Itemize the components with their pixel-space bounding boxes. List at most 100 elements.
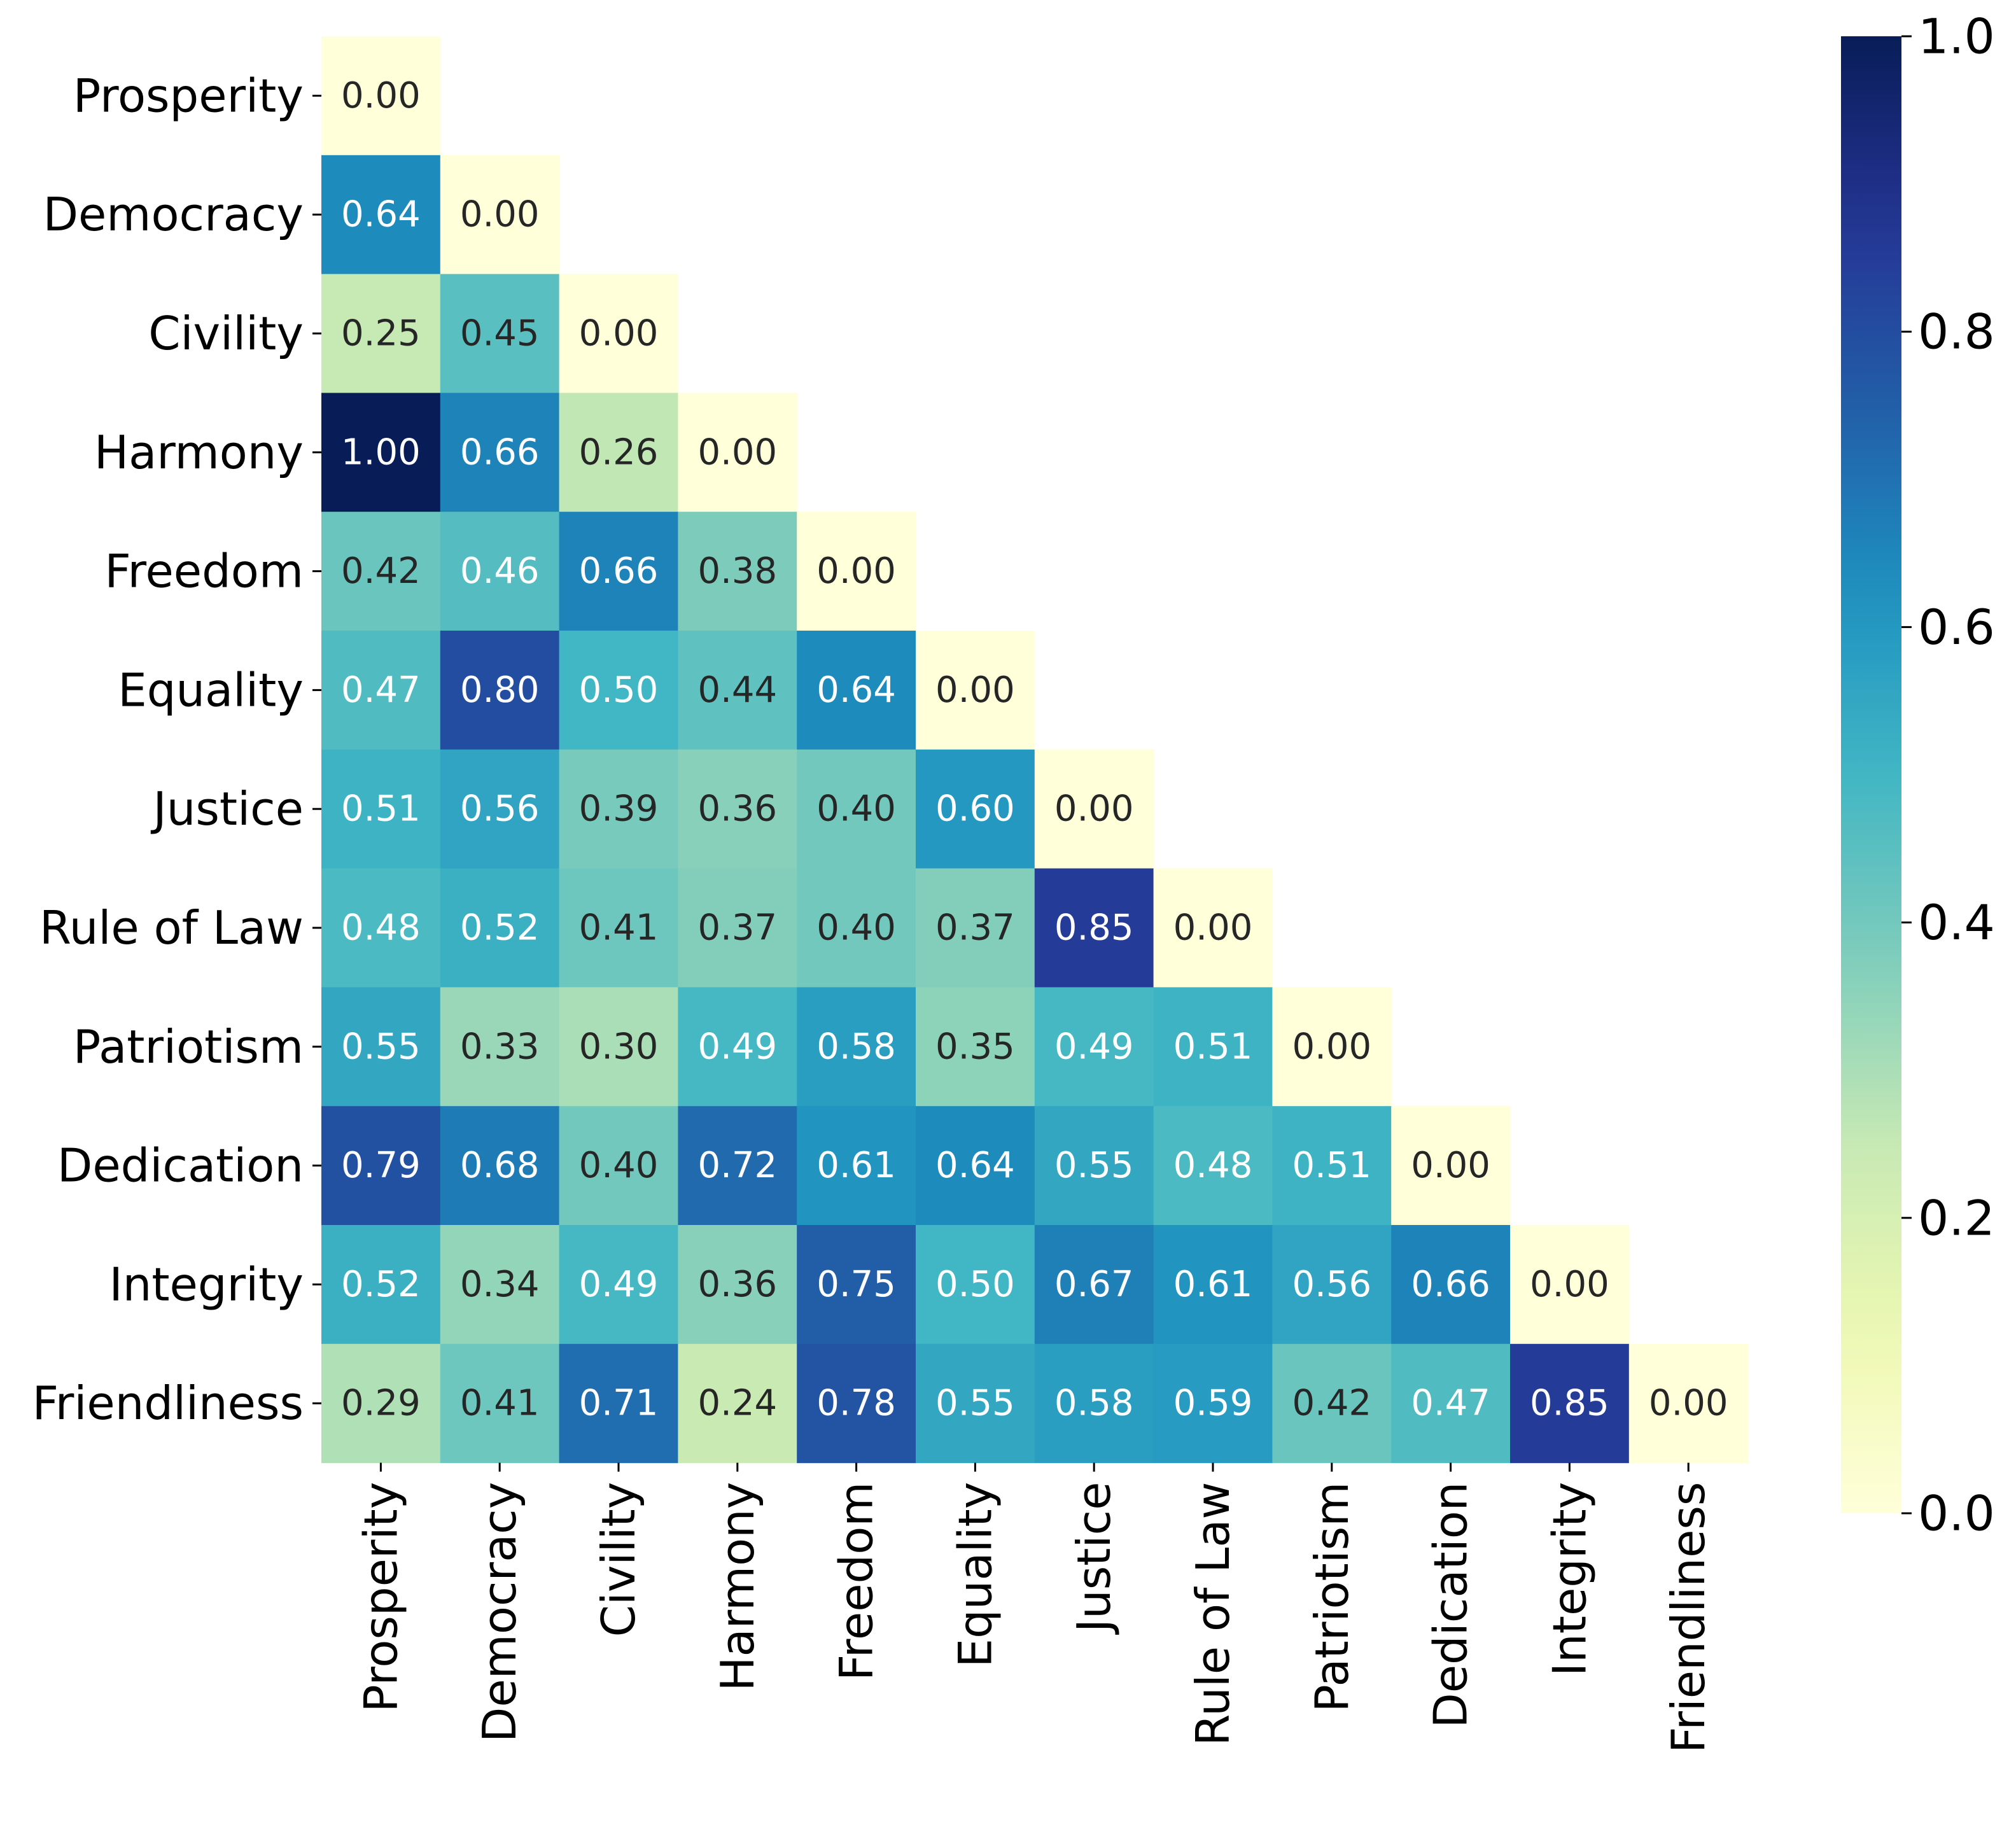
colorbar-tick-label: 0.4: [1918, 894, 1995, 951]
cell-dedication-freedom: [797, 1106, 916, 1226]
cell-democracy-prosperity: [321, 155, 441, 275]
cell-integrity-justice: [1034, 1225, 1154, 1345]
cell-freedom-harmony: [678, 512, 797, 631]
cell-equality-prosperity: [321, 631, 441, 750]
cell-value-label: 0.59: [1173, 1383, 1253, 1424]
x-tick-label-patriotism: Patriotism: [1305, 1482, 1359, 1712]
heatmap-cells: 0.00 0.64 0.00 0.25 0.45 0.00 1.00 0.66 0.26 0.00…: [321, 36, 1749, 1464]
cell-value-label: 0.39: [579, 788, 659, 830]
cell-integrity-harmony: [678, 1225, 797, 1345]
cell-value-label: 0.56: [1292, 1264, 1371, 1305]
cell-value-label: 0.37: [697, 907, 777, 949]
cell-patriotism-freedom: [797, 987, 916, 1107]
cell-civility-prosperity: [321, 274, 441, 393]
cell-civility-civility: [559, 274, 678, 393]
cell-value-label: 0.55: [341, 1026, 421, 1067]
cell-dedication-dedication: [1391, 1106, 1511, 1226]
cell-value-label: 0.00: [697, 431, 777, 473]
x-tick-label-freedom: Freedom: [830, 1482, 883, 1681]
cell-value-label: 0.44: [697, 669, 777, 711]
cell-dedication-democracy: [440, 1106, 560, 1226]
cell-value-label: 0.40: [816, 788, 896, 830]
cell-value-label: 0.50: [579, 669, 659, 711]
cell-value-label: 0.52: [460, 907, 540, 949]
cell-harmony-prosperity: [321, 393, 441, 512]
x-tick-label-prosperity: Prosperity: [354, 1482, 407, 1712]
cell-value-label: 0.49: [697, 1026, 777, 1067]
cell-harmony-harmony: [678, 393, 797, 512]
cell-value-label: 0.75: [816, 1264, 896, 1305]
cell-friendliness-justice: [1034, 1343, 1154, 1464]
cell-rule-of-law-harmony: [678, 868, 797, 988]
cell-value-label: 0.42: [1292, 1383, 1371, 1424]
cell-friendliness-friendliness: [1628, 1343, 1749, 1464]
cell-value-label: 0.61: [1173, 1264, 1253, 1305]
cell-integrity-prosperity: [321, 1225, 441, 1345]
cell-democracy-democracy: [440, 155, 560, 275]
cell-friendliness-harmony: [678, 1343, 797, 1464]
cell-rule-of-law-justice: [1034, 868, 1154, 988]
cell-equality-civility: [559, 631, 678, 750]
cell-value-label: 0.46: [460, 550, 540, 592]
cell-friendliness-rule-of-law: [1153, 1343, 1273, 1464]
cell-justice-harmony: [678, 749, 797, 869]
y-tick-label-rule-of-law: Rule of Law: [39, 901, 304, 955]
cell-value-label: 0.79: [341, 1145, 421, 1186]
cell-value-label: 0.52: [341, 1264, 421, 1305]
cell-value-label: 0.00: [1054, 788, 1134, 830]
cell-value-label: 0.37: [935, 907, 1015, 949]
y-tick-label-integrity: Integrity: [109, 1257, 304, 1311]
cell-value-label: 0.66: [460, 431, 540, 473]
cell-value-label: 0.00: [1411, 1145, 1490, 1186]
cell-civility-democracy: [440, 274, 560, 393]
cell-value-label: 0.51: [341, 788, 421, 830]
cell-value-label: 0.00: [935, 669, 1015, 711]
y-tick-label-harmony: Harmony: [94, 426, 304, 479]
cell-friendliness-integrity: [1510, 1343, 1630, 1464]
cell-friendliness-freedom: [797, 1343, 916, 1464]
cell-rule-of-law-democracy: [440, 868, 560, 988]
cell-equality-freedom: [797, 631, 916, 750]
x-tick-label-justice: Justice: [1067, 1482, 1121, 1635]
cell-friendliness-civility: [559, 1343, 678, 1464]
cell-equality-equality: [916, 631, 1035, 750]
cell-rule-of-law-civility: [559, 868, 678, 988]
cell-value-label: 0.00: [579, 313, 659, 354]
cell-value-label: 0.00: [1292, 1026, 1371, 1067]
cell-value-label: 0.56: [460, 788, 540, 830]
cell-patriotism-prosperity: [321, 987, 441, 1107]
cell-value-label: 0.80: [460, 669, 540, 711]
cell-patriotism-justice: [1034, 987, 1154, 1107]
cell-value-label: 0.85: [1530, 1383, 1609, 1424]
cell-friendliness-dedication: [1391, 1343, 1511, 1464]
colorbar-tick-label: 0.0: [1918, 1485, 1995, 1542]
cell-integrity-civility: [559, 1225, 678, 1345]
cell-value-label: 0.61: [816, 1145, 896, 1186]
y-tick-label-dedication: Dedication: [57, 1139, 304, 1193]
cell-value-label: 0.48: [341, 907, 421, 949]
cell-dedication-equality: [916, 1106, 1035, 1226]
colorbar-tick-label: 0.6: [1918, 599, 1995, 655]
y-tick-label-patriotism: Patriotism: [73, 1020, 304, 1074]
cell-dedication-rule-of-law: [1153, 1106, 1273, 1226]
cell-freedom-prosperity: [321, 512, 441, 631]
cell-value-label: 0.64: [341, 194, 421, 235]
cell-prosperity-prosperity: [321, 36, 441, 156]
cell-justice-justice: [1034, 749, 1154, 869]
colorbar-tick-label: 1.0: [1918, 8, 1995, 65]
cell-value-label: 0.00: [816, 550, 896, 592]
x-tick-label-rule-of-law: Rule of Law: [1186, 1482, 1240, 1746]
cell-value-label: 0.78: [816, 1383, 896, 1424]
cell-value-label: 0.66: [579, 550, 659, 592]
cell-patriotism-civility: [559, 987, 678, 1107]
cell-dedication-prosperity: [321, 1106, 441, 1226]
cell-value-label: 0.50: [935, 1264, 1015, 1305]
cell-justice-democracy: [440, 749, 560, 869]
cell-friendliness-equality: [916, 1343, 1035, 1464]
cell-rule-of-law-equality: [916, 868, 1035, 988]
cell-friendliness-patriotism: [1272, 1343, 1392, 1464]
colorbar-gradient: [1841, 36, 1901, 1513]
cell-value-label: 0.00: [1649, 1383, 1728, 1424]
cell-value-label: 0.55: [1054, 1145, 1134, 1186]
x-tick-label-integrity: Integrity: [1543, 1482, 1596, 1677]
